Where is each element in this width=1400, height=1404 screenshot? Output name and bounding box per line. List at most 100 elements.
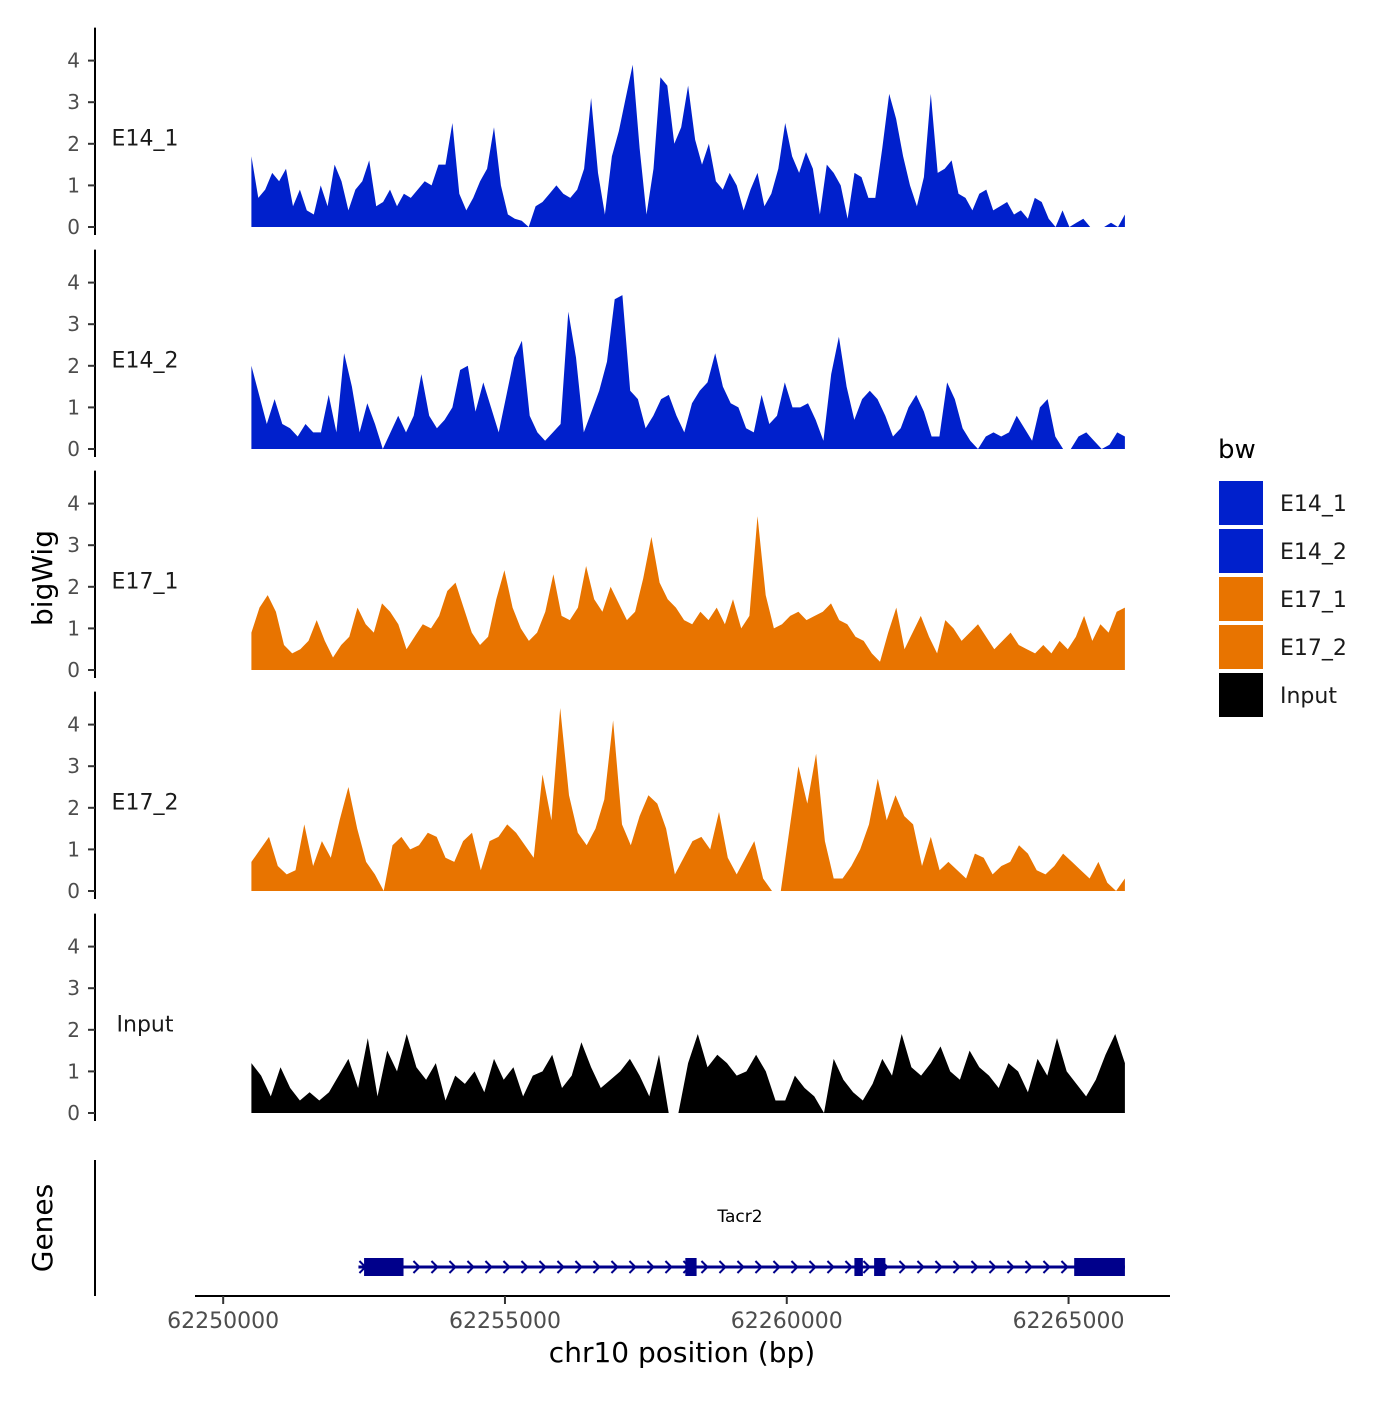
track-panel-e14_2: 0 1 2 3 4 E14_2 [67, 249, 1125, 461]
strand-arrow [718, 1260, 727, 1274]
gene-name-label: Tacr2 [716, 1207, 762, 1227]
legend-item-input: Input [1217, 671, 1337, 719]
strand-arrow [736, 1260, 745, 1274]
legend-title: bw [1218, 435, 1256, 465]
legend-label: E17_2 [1280, 636, 1347, 661]
y-tick-label: 2 [67, 796, 80, 820]
strand-arrow [862, 1260, 871, 1274]
track-label: E17_2 [112, 791, 179, 816]
coverage-area-e14_1 [251, 64, 1125, 227]
y-tick-label: 3 [67, 312, 80, 336]
y-tick-label: 0 [67, 658, 80, 682]
y-tick-label: 1 [67, 395, 80, 419]
y-tick-label: 4 [67, 935, 80, 959]
y-tick-label: 4 [67, 271, 80, 295]
x-tick-label: 62260000 [731, 1309, 843, 1334]
legend-item-e14_1: E14_1 [1217, 479, 1347, 527]
y-tick-label: 3 [67, 90, 80, 114]
strand-arrow [1060, 1260, 1069, 1274]
track-panel-e17_1: 0 1 2 3 4 E17_1 [67, 470, 1125, 682]
strand-arrow [484, 1260, 493, 1274]
x-ticks: 62250000 62255000 62260000 62265000 [167, 1296, 1125, 1334]
strand-arrow [916, 1260, 925, 1274]
legend-label: Input [1280, 684, 1337, 709]
strand-arrow [430, 1260, 439, 1274]
legend-label: E14_2 [1280, 540, 1347, 565]
strand-arrow [448, 1260, 457, 1274]
legend-item-e17_2: E17_2 [1217, 623, 1347, 671]
track-panel-e14_1: 0 1 2 3 4 E14_1 [67, 27, 1125, 239]
x-tick-label: 62255000 [449, 1309, 561, 1334]
strand-arrow [574, 1260, 583, 1274]
strand-arrow [628, 1260, 637, 1274]
gene-exon [854, 1258, 863, 1276]
track-panel-input: 0 1 2 3 4 Input [67, 913, 1125, 1125]
strand-arrow [898, 1260, 907, 1274]
y-tick-label: 2 [67, 354, 80, 378]
strand-arrow [1024, 1260, 1033, 1274]
x-tick-label: 62250000 [167, 1309, 279, 1334]
y-tick-label: 4 [67, 713, 80, 737]
strand-arrow [844, 1260, 853, 1274]
y-tick-label: 2 [67, 575, 80, 599]
y-tick-label: 0 [67, 215, 80, 239]
track-panel-e17_2: 0 1 2 3 4 E17_2 [67, 691, 1125, 903]
gene-exon [685, 1258, 697, 1276]
track-panels: 0 1 2 3 4 E14_1 0 1 2 3 4 E14_2 0 1 2 3 4 E17_1 0 1 2 3 4 E17_2… [67, 27, 1125, 1125]
genes-label: Genes [26, 1184, 59, 1272]
strand-arrow [952, 1260, 961, 1274]
strand-arrow [1006, 1260, 1015, 1274]
strand-arrow [988, 1260, 997, 1274]
y-tick-label: 0 [67, 1101, 80, 1125]
coverage-area-e17_2 [251, 708, 1125, 891]
legend-swatch [1217, 527, 1265, 575]
strand-arrow [466, 1260, 475, 1274]
strand-arrow [772, 1260, 781, 1274]
track-label: E17_1 [112, 570, 179, 595]
legend-swatch [1217, 623, 1265, 671]
legend-swatch [1217, 479, 1265, 527]
gene-track: Genes Tacr2 [26, 1160, 1125, 1296]
legend: bw E14_1 E14_2 E17_1 E17_2 Input [1217, 435, 1347, 719]
strand-arrow [646, 1260, 655, 1274]
strand-arrow [790, 1260, 799, 1274]
y-tick-label: 3 [67, 976, 80, 1000]
y-tick-label: 2 [67, 132, 80, 156]
strand-arrow [1042, 1260, 1051, 1274]
strand-arrow [826, 1260, 835, 1274]
y-tick-label: 1 [67, 1059, 80, 1083]
gene-body [358, 1258, 1125, 1276]
strand-arrow [754, 1260, 763, 1274]
x-tick-label: 62265000 [1013, 1309, 1125, 1334]
y-tick-label: 4 [67, 49, 80, 73]
y-tick-label: 4 [67, 492, 80, 516]
gene-exon [364, 1258, 404, 1276]
track-label: E14_2 [112, 349, 179, 374]
strand-arrow [970, 1260, 979, 1274]
track-label: Input [117, 1013, 174, 1038]
strand-arrow [412, 1260, 421, 1274]
strand-arrow [664, 1260, 673, 1274]
y-tick-label: 3 [67, 533, 80, 557]
y-axis-title: bigWig [26, 530, 59, 626]
strand-arrow [538, 1260, 547, 1274]
y-tick-label: 1 [67, 616, 80, 640]
coverage-area-e14_2 [251, 295, 1125, 449]
legend-swatch [1217, 671, 1265, 719]
strand-arrow [502, 1260, 511, 1274]
legend-item-e17_1: E17_1 [1217, 575, 1347, 623]
legend-item-e14_2: E14_2 [1217, 527, 1347, 575]
gene-exon [874, 1258, 886, 1276]
strand-arrow [556, 1260, 565, 1274]
strand-arrow [610, 1260, 619, 1274]
x-axis-title: chr10 position (bp) [549, 1336, 815, 1369]
gene-exon [1074, 1258, 1125, 1276]
coverage-area-input [251, 1034, 1125, 1113]
strand-arrow [934, 1260, 943, 1274]
y-tick-label: 1 [67, 837, 80, 861]
strand-arrow [808, 1260, 817, 1274]
strand-arrow [520, 1260, 529, 1274]
coverage-area-e17_1 [251, 516, 1125, 670]
